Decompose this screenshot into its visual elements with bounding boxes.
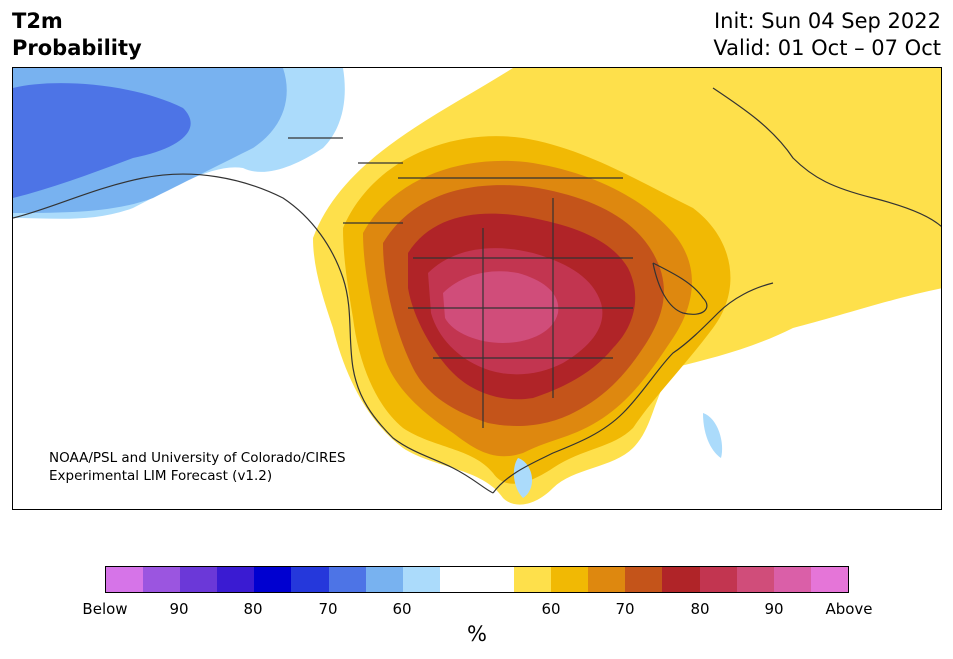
forecast-dates: Init: Sun 04 Sep 2022 Valid: 01 Oct – 07…: [713, 8, 941, 62]
colorbar-cell: [551, 567, 589, 592]
colorbar-cell: [476, 567, 515, 592]
below-70-contour: [13, 83, 191, 198]
colorbar-cell: [217, 567, 255, 592]
colorbar-cell: [699, 567, 737, 592]
colorbar-cell: [439, 567, 477, 592]
colorbar-unit: %: [467, 622, 487, 646]
gulf-coast-below-60: [513, 458, 533, 498]
colorbar-cell: [402, 567, 440, 592]
colorbar-tick-label: 60: [392, 600, 412, 618]
colorbar-tick-label: 80: [243, 600, 263, 618]
probability-colorbar: [105, 566, 849, 593]
colorbar-tick-label: 70: [318, 600, 338, 618]
colorbar-tick-label: 90: [169, 600, 189, 618]
colorbar-cell: [291, 567, 329, 592]
colorbar-cell: [736, 567, 774, 592]
colorbar-cell: [810, 567, 848, 592]
colorbar-cell: [625, 567, 663, 592]
colorbar-tick-label: Above: [825, 600, 873, 618]
map-title: T2m Probability: [12, 8, 142, 62]
title-line-2: Probability: [12, 36, 142, 60]
colorbar-tick-label: 70: [615, 600, 635, 618]
colorbar-tick-label: 60: [541, 600, 561, 618]
colorbar-cell: [588, 567, 626, 592]
colorbar-cell: [773, 567, 811, 592]
colorbar-tick-label: 90: [764, 600, 784, 618]
credit-line-2: Experimental LIM Forecast (v1.2): [49, 468, 273, 484]
colorbar-cell: [180, 567, 218, 592]
init-date: Init: Sun 04 Sep 2022: [713, 9, 941, 33]
colorbar-cell: [143, 567, 181, 592]
florida-below-60: [703, 413, 723, 458]
credit-text: NOAA/PSL and University of Colorado/CIRE…: [49, 449, 346, 485]
colorbar-cell: [328, 567, 366, 592]
above-90-contour: [443, 271, 559, 343]
colorbar-cell: [254, 567, 292, 592]
colorbar-tick-label: Below: [82, 600, 128, 618]
colorbar-cell: [662, 567, 700, 592]
credit-line-1: NOAA/PSL and University of Colorado/CIRE…: [49, 450, 346, 466]
probability-map: [12, 67, 942, 510]
colorbar-tick-label: 80: [690, 600, 710, 618]
colorbar-cell: [106, 567, 144, 592]
colorbar-cell: [365, 567, 403, 592]
north-america-map: [13, 68, 941, 505]
title-line-1: T2m: [12, 9, 63, 33]
coastlines: [13, 87, 941, 494]
valid-range: Valid: 01 Oct – 07 Oct: [713, 36, 941, 60]
colorbar-cell: [514, 567, 552, 592]
